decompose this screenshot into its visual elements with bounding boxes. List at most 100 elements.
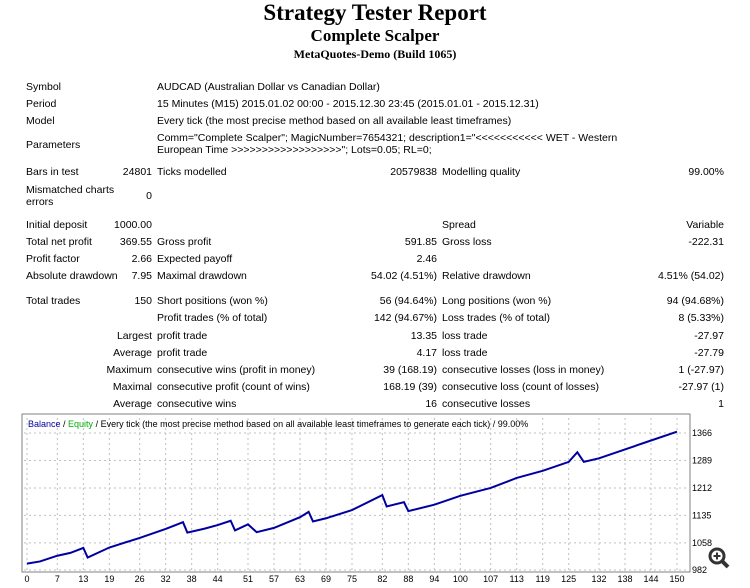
stat-value: 2.46 xyxy=(416,253,437,265)
info-label: Period xyxy=(26,98,57,110)
y-tick-label: 1289 xyxy=(692,455,712,465)
stats-row: Total trades 150 Short positions (won %) 56… xyxy=(0,295,750,311)
stat-value: Maximal xyxy=(112,381,152,393)
stat-label: consecutive wins xyxy=(157,398,237,410)
x-tick-label: 88 xyxy=(403,574,413,584)
legend-balance: Balance xyxy=(28,419,61,429)
stat-value: 8 (5.33%) xyxy=(678,312,724,324)
stat-label: Maximal drawdown xyxy=(157,270,247,282)
stat-label: Absolute drawdown xyxy=(26,270,118,282)
info-value: Comm="Complete Scalper"; MagicNumber=765… xyxy=(157,132,618,156)
stat-value: 13.35 xyxy=(410,330,437,342)
stat-label: Bars in test xyxy=(26,166,79,178)
x-tick-label: 138 xyxy=(617,574,632,584)
stat-value: 2.66 xyxy=(131,253,152,265)
stat-value: 591.85 xyxy=(404,236,437,248)
stat-value: 7.95 xyxy=(131,270,152,282)
stat-label: consecutive losses xyxy=(442,398,531,410)
stat-value: 142 (94.67%) xyxy=(373,312,437,324)
x-tick-label: 32 xyxy=(161,574,171,584)
x-tick-label: 19 xyxy=(104,574,114,584)
plot-frame xyxy=(21,413,691,573)
x-tick-label: 7 xyxy=(55,574,60,584)
stat-value: Maximum xyxy=(106,364,152,376)
stat-value: -27.97 xyxy=(694,330,724,342)
x-tick-label: 113 xyxy=(509,574,523,584)
stat-value: 168.19 (39) xyxy=(383,381,437,393)
stats-row: Maximal consecutive profit (count of wins… xyxy=(0,381,750,397)
x-tick-label: 94 xyxy=(429,574,439,584)
stats-row: Average profit trade 4.17 loss trade -27.79 xyxy=(0,347,750,363)
stat-value: 54.02 (4.51%) xyxy=(371,270,437,282)
x-tick-label: 63 xyxy=(295,574,305,584)
info-value: Every tick (the most precise method base… xyxy=(157,115,512,127)
info-row-model: Model Every tick (the most precise method… xyxy=(0,115,750,131)
stat-label: Ticks modelled xyxy=(157,166,227,178)
stats-row: Maximum consecutive wins (profit in money… xyxy=(0,364,750,380)
x-tick-label: 144 xyxy=(643,574,658,584)
stat-value: 150 xyxy=(134,295,152,307)
x-tick-label: 69 xyxy=(321,574,331,584)
stat-value: -27.97 (1) xyxy=(678,381,724,393)
info-label: Model xyxy=(26,115,55,127)
y-tick-label: 1058 xyxy=(692,538,712,548)
stat-label: Total trades xyxy=(26,295,81,307)
report-title: Strategy Tester Report xyxy=(263,0,487,25)
stat-label: Long positions (won %) xyxy=(442,295,552,307)
x-tick-label: 125 xyxy=(561,574,576,584)
balance-line xyxy=(26,430,678,565)
stat-label: Modelling quality xyxy=(442,166,521,178)
stat-value: 16 xyxy=(425,398,437,410)
zoom-icon[interactable] xyxy=(708,547,730,569)
stat-value: 56 (94.64%) xyxy=(379,295,437,307)
stat-value: 94 (94.68%) xyxy=(666,295,724,307)
stats-row: Profit factor 2.66 Expected payoff 2.46 xyxy=(0,253,750,269)
stat-value: Variable xyxy=(686,219,724,231)
info-row-parameters: Parameters Comm="Complete Scalper"; Magic… xyxy=(0,132,750,156)
stat-label: Profit factor xyxy=(26,253,80,265)
x-tick-label: 51 xyxy=(243,574,253,584)
info-label: Symbol xyxy=(26,81,62,93)
stats-row: Mismatched charts errors 0 xyxy=(0,184,750,208)
stat-label: Mismatched charts errors xyxy=(26,184,115,208)
stat-value: 1 (-27.97) xyxy=(678,364,724,376)
stats-row: Largest profit trade 13.35 loss trade -27.97 xyxy=(0,330,750,346)
stat-value: 4.51% (54.02) xyxy=(658,270,724,282)
stats-row: Total net profit 369.55 Gross profit 591.85… xyxy=(0,236,750,252)
x-tick-label: 13 xyxy=(78,574,88,584)
x-tick-label: 107 xyxy=(483,574,498,584)
x-tick-label: 44 xyxy=(213,574,223,584)
y-tick-label: 1135 xyxy=(692,510,711,520)
stats-row: Bars in test 24801 Ticks modelled 20579838 M… xyxy=(0,166,750,182)
stat-value: 99.00% xyxy=(688,166,724,178)
stat-label: loss trade xyxy=(442,347,488,359)
stat-label: Initial deposit xyxy=(26,219,88,231)
chart-legend: Balance / Equity / Every tick (the most … xyxy=(28,419,528,429)
y-tick-label: 982 xyxy=(692,565,707,575)
x-tick-label: 0 xyxy=(24,574,29,584)
stat-label: consecutive profit (count of wins) xyxy=(157,381,310,393)
stat-label: Relative drawdown xyxy=(442,270,531,282)
zoom-icon-part xyxy=(708,547,726,565)
legend-equity: Equity xyxy=(68,419,94,429)
info-value: AUDCAD (Australian Dollar vs Canadian Do… xyxy=(157,81,380,93)
zoom-icon-part xyxy=(720,559,730,569)
x-tick-label: 132 xyxy=(591,574,606,584)
y-tick-label: 1366 xyxy=(692,428,712,438)
y-tick-label: 1212 xyxy=(692,483,712,493)
stat-value: 0 xyxy=(146,190,152,202)
stat-label: Loss trades (% of total) xyxy=(442,312,550,324)
stats-row: Initial deposit 1000.00 Spread Variable xyxy=(0,219,750,235)
stat-label: consecutive loss (count of losses) xyxy=(442,381,599,393)
info-label: Parameters xyxy=(26,139,81,151)
x-tick-label: 82 xyxy=(377,574,387,584)
x-tick-label: 100 xyxy=(453,574,468,584)
server-build: MetaQuotes-Demo (Build 1065) xyxy=(293,47,457,61)
stat-label: Short positions (won %) xyxy=(157,295,268,307)
stat-label: Gross profit xyxy=(157,236,212,248)
stat-label: profit trade xyxy=(157,347,208,359)
stat-value: -222.31 xyxy=(688,236,724,248)
stat-value: Average xyxy=(113,398,152,410)
legend-separator: / xyxy=(61,419,69,429)
x-tick-label: 119 xyxy=(535,574,549,584)
